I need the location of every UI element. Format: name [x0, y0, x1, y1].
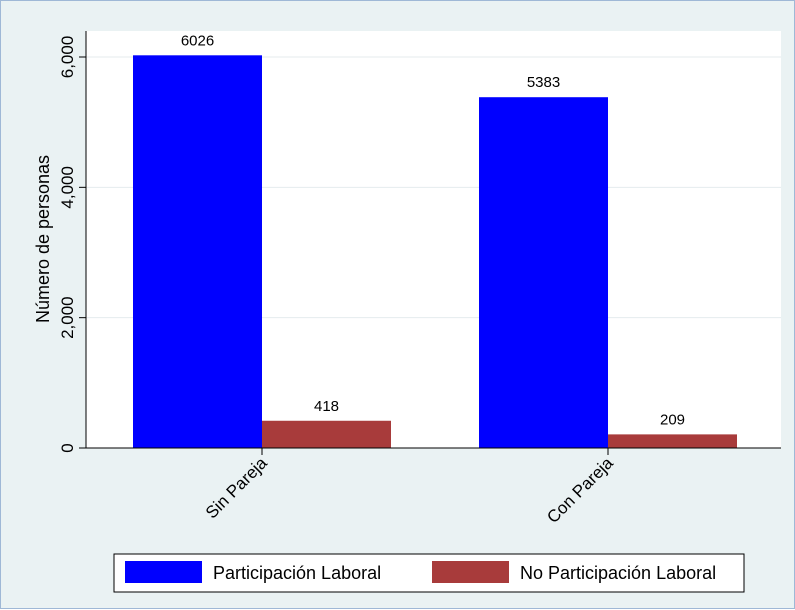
data-labels: 6026 418 5383 209: [181, 32, 685, 428]
y-tick-label: 0: [58, 443, 77, 452]
y-tick-label: 2,000: [58, 296, 77, 339]
legend-box: [113, 553, 745, 593]
legend-label-no-participacion: No Participación Laboral: [520, 563, 716, 583]
x-tick-label: Sin Pareja: [202, 453, 271, 522]
bar-value-label: 209: [660, 411, 685, 428]
bar-value-label: 418: [314, 398, 339, 415]
bar-value-label: 5383: [527, 74, 560, 91]
bar-participacion: [133, 55, 262, 449]
legend-label-participacion: Participación Laboral: [213, 563, 381, 583]
bar-participacion: [479, 97, 608, 449]
legend: Participación Laboral No Participación L…: [113, 553, 745, 593]
bars: [133, 55, 737, 449]
y-axis-title: Número de personas: [33, 155, 53, 323]
y-axis-ticks: 0 2,000 4,000 6,000: [58, 36, 86, 453]
x-axis-ticks: Sin Pareja Con Pareja: [202, 448, 617, 527]
bar-no-participacion: [608, 434, 737, 448]
y-tick-label: 4,000: [58, 166, 77, 209]
y-tick-label: 6,000: [58, 36, 77, 79]
bar-no-participacion: [262, 420, 391, 448]
bar-value-label: 6026: [181, 32, 214, 49]
legend-swatch-participacion: [125, 561, 202, 583]
legend-swatch-no-participacion: [432, 561, 509, 583]
x-tick-label: Con Pareja: [543, 453, 617, 527]
